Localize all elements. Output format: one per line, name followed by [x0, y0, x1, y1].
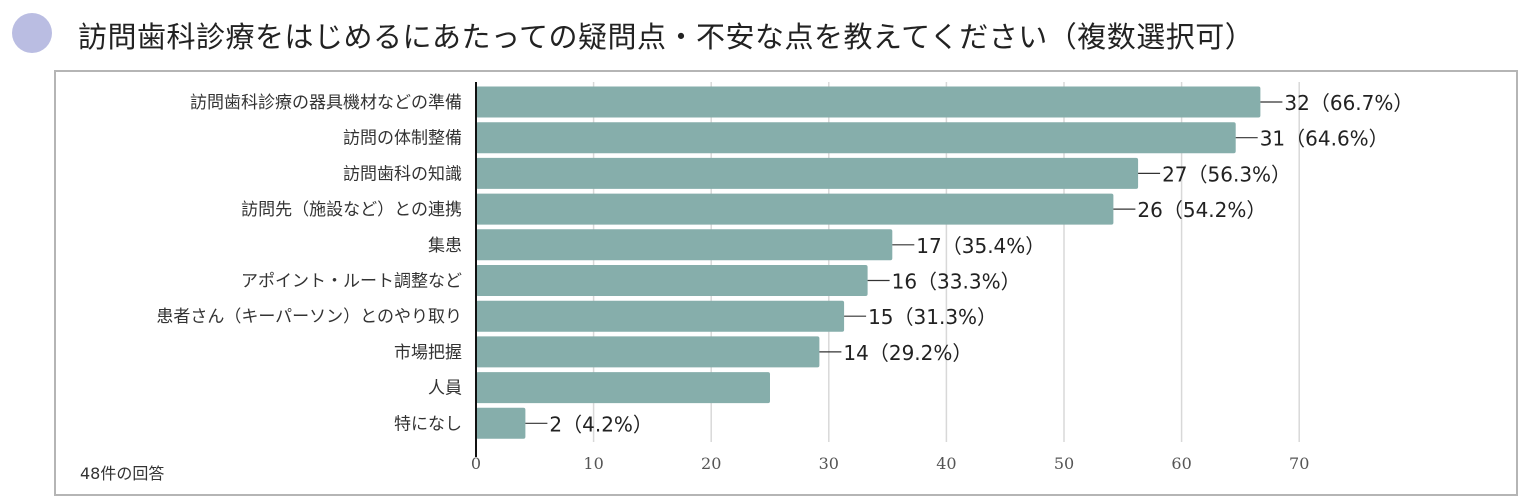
- category-label: 患者さん（キーパーソン）とのやり取り: [156, 307, 462, 327]
- data-label: 31（64.6%）: [1260, 127, 1389, 151]
- bar: [476, 122, 1236, 154]
- bar: [476, 336, 820, 368]
- x-tick-label: 0: [471, 454, 481, 473]
- bar: [476, 407, 526, 439]
- category-label: 特になし: [394, 414, 462, 434]
- x-tick-label: 20: [701, 454, 721, 473]
- title-bullet-icon: [12, 13, 52, 53]
- bar: [476, 229, 893, 261]
- data-label: 32（66.7%）: [1284, 91, 1413, 115]
- x-tick-label: 10: [583, 454, 603, 473]
- category-label: アポイント・ルート調整など: [241, 272, 462, 292]
- response-count: 48件の回答: [80, 464, 165, 483]
- bar: [476, 372, 770, 404]
- data-label: 17（35.4%）: [916, 234, 1045, 258]
- category-label: 訪問歯科診療の器具機材などの準備: [190, 93, 462, 113]
- page-title: 訪問歯科診療をはじめるにあたっての疑問点・不安な点を教えてください（複数選択可）: [78, 20, 1255, 54]
- data-label: 2（4.2%）: [549, 412, 653, 436]
- bar: [476, 300, 845, 332]
- category-label: 訪問の体制整備: [343, 129, 462, 149]
- x-tick-label: 70: [1289, 454, 1309, 473]
- bar: [476, 265, 868, 296]
- x-tick-label: 40: [936, 454, 956, 473]
- category-label: 訪問歯科の知識: [343, 164, 462, 184]
- bar: [476, 86, 1261, 118]
- chart-frame: [54, 70, 1518, 496]
- x-tick-label: 50: [1054, 454, 1074, 473]
- bar: [476, 157, 1139, 189]
- x-tick-label: 30: [819, 454, 839, 473]
- category-label: 市場把握: [394, 343, 462, 363]
- data-label: 16（33.3%）: [892, 270, 1021, 294]
- bar: [476, 193, 1114, 225]
- data-label: 27（56.3%）: [1162, 162, 1291, 186]
- category-label: 集患: [428, 236, 462, 256]
- data-label: 14（29.2%）: [843, 341, 972, 365]
- data-label: 26（54.2%）: [1137, 198, 1266, 222]
- data-label: 15（31.3%）: [868, 305, 997, 329]
- category-label: 人員: [428, 379, 462, 399]
- category-label: 訪問先（施設など）との連携: [241, 200, 462, 220]
- x-tick-label: 60: [1171, 454, 1191, 473]
